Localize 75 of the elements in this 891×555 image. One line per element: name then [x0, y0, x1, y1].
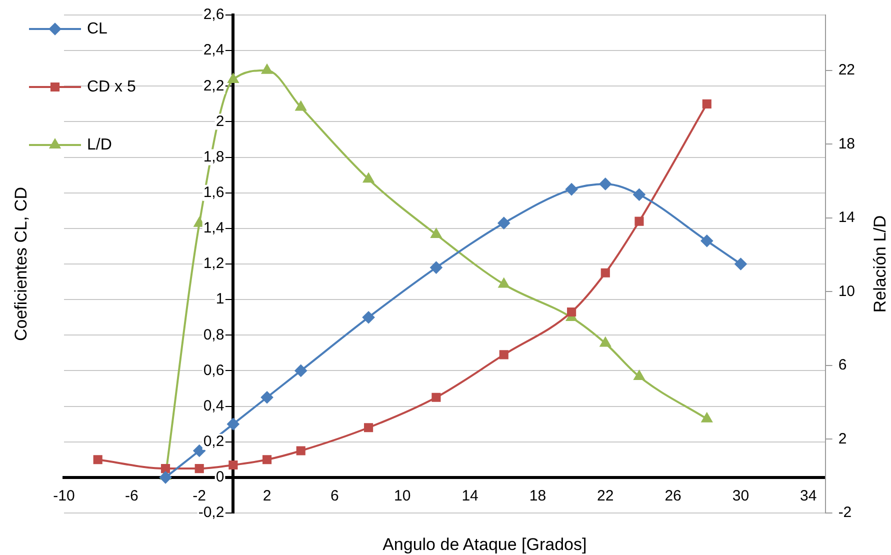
y-tick-label: 0,4 — [203, 397, 224, 414]
point — [262, 455, 272, 464]
point — [262, 64, 272, 74]
x-tick-label: 10 — [394, 488, 411, 505]
point — [296, 446, 306, 456]
y2-tick-label: 6 — [838, 356, 847, 374]
point — [160, 464, 170, 474]
point — [194, 464, 204, 474]
point — [296, 101, 306, 111]
point — [227, 418, 240, 430]
point — [633, 188, 646, 201]
y-tick-label: 0,2 — [203, 433, 224, 450]
y-tick-label: -0,2 — [198, 504, 224, 522]
point — [600, 268, 610, 278]
legend-label: L/D — [87, 136, 112, 154]
y-tick-label: 2 — [216, 112, 224, 130]
y-tick-label: 2,6 — [203, 6, 224, 24]
x-tick-label: 26 — [664, 488, 682, 505]
y2-tick-label: 22 — [838, 61, 856, 78]
y-tick-label: 0,8 — [203, 326, 224, 344]
y2-tick-label: 10 — [838, 282, 856, 300]
x-axis-title: Angulo de Ataque [Grados] — [382, 535, 587, 554]
point — [634, 370, 645, 380]
point — [700, 234, 713, 247]
x-tick-label: 18 — [529, 488, 546, 505]
point — [228, 460, 238, 470]
point — [498, 278, 510, 288]
y-axis-title: Coeficientes CL, CD — [12, 186, 31, 342]
point — [702, 412, 712, 422]
y2-tick-label: 2 — [838, 430, 847, 448]
point — [228, 74, 239, 84]
point — [702, 99, 712, 108]
point — [498, 217, 510, 230]
point — [734, 258, 747, 270]
point — [362, 311, 375, 324]
point — [432, 392, 441, 402]
point — [599, 178, 612, 190]
point — [499, 350, 508, 360]
x-tick-label: 30 — [732, 488, 750, 505]
point — [363, 173, 374, 183]
point — [364, 423, 374, 432]
point — [93, 455, 102, 464]
x-tick-label: 22 — [597, 488, 614, 505]
y-tick-label: 0,6 — [203, 362, 224, 379]
y-tick-label: 2,2 — [203, 77, 224, 94]
point — [566, 183, 578, 196]
y-tick-label: 1,8 — [203, 148, 224, 166]
x-tick-label: -6 — [125, 488, 138, 505]
point — [160, 471, 172, 484]
y-tick-label: 1 — [216, 290, 224, 308]
point — [600, 337, 611, 347]
y2-tick-label: 14 — [838, 209, 856, 226]
point — [261, 391, 274, 404]
x-tick-label: -2 — [192, 488, 206, 505]
legend-label: CD x 5 — [87, 78, 136, 96]
y-tick-label: 1,4 — [203, 220, 224, 237]
y-tick-label: 1,6 — [203, 184, 224, 201]
x-tick-label: 2 — [262, 488, 272, 505]
y2-tick-label: -2 — [838, 504, 852, 522]
x-tick-label: 14 — [462, 488, 478, 505]
point — [430, 228, 442, 238]
x-tick-label: -10 — [53, 488, 75, 505]
point — [294, 364, 307, 377]
point — [567, 307, 576, 317]
point — [193, 444, 206, 457]
x-tick-label: 34 — [800, 488, 817, 505]
y2-axis-title: Relación L/D — [870, 215, 890, 313]
y-tick-label: 2,4 — [203, 42, 224, 59]
legend-label: CL — [87, 20, 108, 38]
point — [430, 262, 442, 274]
x-tick-label: 6 — [330, 488, 339, 505]
y-tick-label: 1,2 — [203, 255, 224, 272]
y-tick-label: 0 — [216, 468, 224, 486]
y2-tick-label: 18 — [838, 135, 856, 152]
point — [634, 216, 644, 226]
